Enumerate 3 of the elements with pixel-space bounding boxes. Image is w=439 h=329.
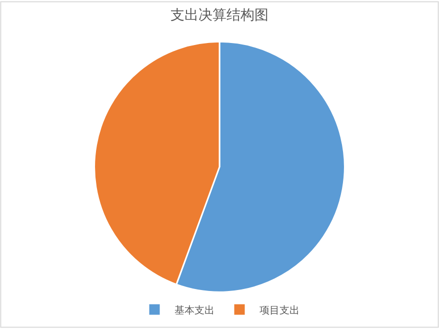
legend-label: 基本支出 [174, 304, 214, 316]
legend-label: 项目支出 [260, 304, 300, 316]
chart-title: 支出决算结构图 [170, 8, 268, 24]
